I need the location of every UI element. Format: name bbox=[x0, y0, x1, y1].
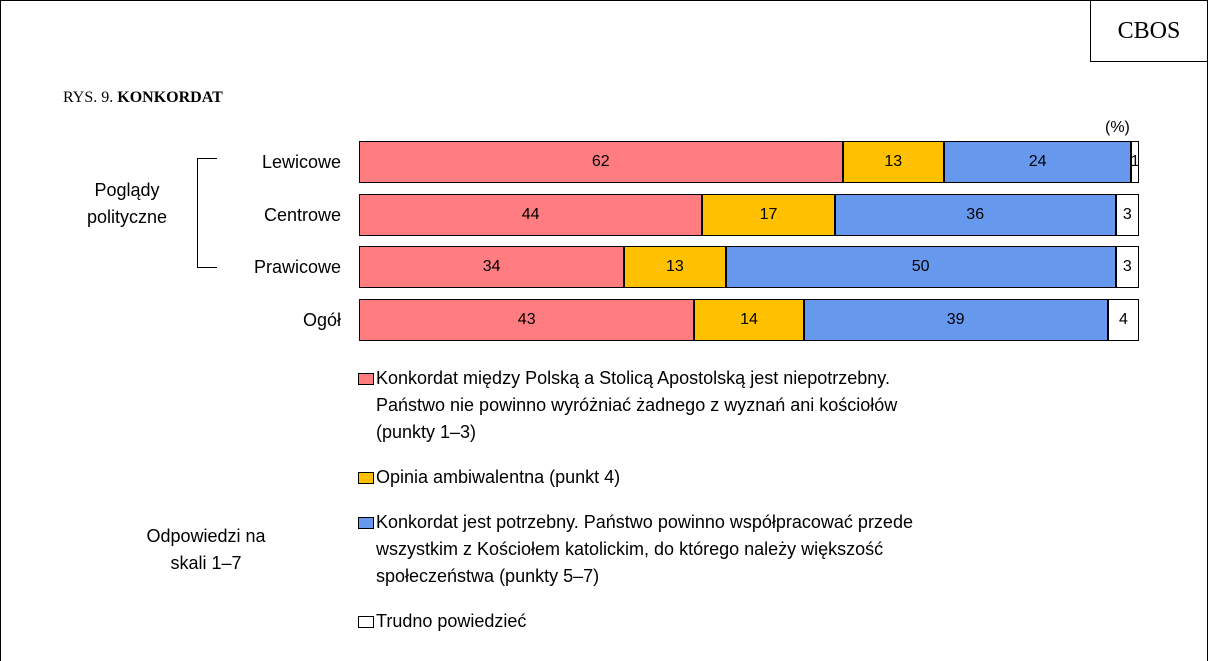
value-label: 13 bbox=[665, 258, 684, 275]
legend-label: Opinia ambiwalentna (punkt 4) bbox=[376, 467, 621, 487]
legend-swatch bbox=[358, 472, 374, 484]
group-label: Poglądy polityczne bbox=[86, 180, 168, 227]
figure-label: RYS. 9. bbox=[63, 89, 114, 106]
bar-segment bbox=[702, 194, 835, 236]
chart-title: RYS. 9. KONKORDAT bbox=[63, 89, 223, 107]
value-label: 14 bbox=[740, 311, 758, 328]
bracket bbox=[197, 158, 198, 268]
legend-swatch bbox=[358, 517, 374, 529]
source-badge: CBOS bbox=[1090, 1, 1207, 62]
legend-title: Odpowiedzi na skali 1–7 bbox=[146, 526, 266, 573]
bracket bbox=[197, 267, 217, 268]
unit-label: (%) bbox=[1105, 119, 1130, 136]
bar-segment bbox=[944, 141, 1132, 183]
value-label: 4 bbox=[1118, 311, 1128, 328]
value-label: 17 bbox=[759, 206, 778, 223]
legend-item: Konkordat jest potrzebny. Państwo powinn… bbox=[358, 509, 913, 590]
y-tick-label: Prawicowe bbox=[253, 257, 341, 277]
value-label: 44 bbox=[521, 206, 540, 223]
bar-segment bbox=[694, 299, 804, 341]
value-label: 24 bbox=[1028, 153, 1047, 170]
bar-segment bbox=[359, 194, 703, 236]
value-label: 39 bbox=[946, 311, 965, 328]
value-label: 34 bbox=[482, 258, 501, 275]
value-label: 3 bbox=[1122, 206, 1132, 223]
legend: Konkordat między Polską a Stolicą Aposto… bbox=[358, 365, 913, 635]
bracket bbox=[197, 158, 217, 159]
legend-item: Opinia ambiwalentna (punkt 4) bbox=[358, 464, 913, 491]
y-tick-label: Centrowe bbox=[263, 205, 341, 225]
legend-item: Konkordat między Polską a Stolicą Aposto… bbox=[358, 365, 913, 446]
value-label: 43 bbox=[517, 311, 536, 328]
legend-label: Konkordat między Polską a Stolicą Aposto… bbox=[376, 368, 898, 442]
legend-swatch bbox=[358, 373, 374, 385]
value-label: 1 bbox=[1130, 153, 1140, 170]
value-label: 36 bbox=[966, 206, 985, 223]
bar-segment bbox=[834, 194, 1116, 236]
legend-label: Konkordat jest potrzebny. Państwo powinn… bbox=[376, 512, 913, 586]
y-tick-label: Lewicowe bbox=[261, 152, 341, 172]
y-tick-label: Ogół bbox=[302, 310, 341, 330]
bar-segment bbox=[842, 141, 944, 183]
legend-swatch bbox=[358, 616, 374, 628]
value-label: 13 bbox=[884, 153, 903, 170]
bar-segment bbox=[1115, 246, 1139, 288]
value-label: 50 bbox=[911, 258, 930, 275]
bar-segment bbox=[1131, 141, 1139, 183]
value-label: 3 bbox=[1122, 258, 1132, 275]
bar-segment bbox=[1115, 194, 1139, 236]
legend-item: Trudno powiedzieć bbox=[358, 608, 913, 635]
bar-segment bbox=[624, 246, 726, 288]
bar-segment bbox=[359, 141, 843, 183]
bar-segment bbox=[803, 299, 1108, 341]
legend-label: Trudno powiedzieć bbox=[376, 611, 527, 631]
title: KONKORDAT bbox=[117, 89, 223, 106]
bar-segment bbox=[359, 299, 695, 341]
bar-segment bbox=[1107, 299, 1139, 341]
value-label: 62 bbox=[591, 153, 610, 170]
bar-segment bbox=[725, 246, 1116, 288]
bar-segment bbox=[359, 246, 625, 288]
